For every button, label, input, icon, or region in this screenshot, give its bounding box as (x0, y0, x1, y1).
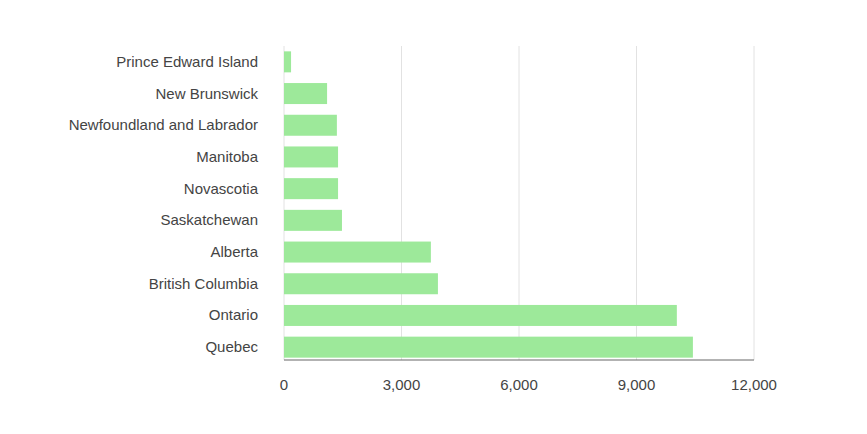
category-label: British Columbia (149, 275, 259, 292)
tick-label: 3,000 (383, 376, 421, 393)
bar (284, 115, 337, 136)
category-label: Quebec (205, 338, 258, 355)
bar (284, 51, 291, 72)
category-label: Alberta (210, 243, 258, 260)
bar (284, 146, 338, 167)
bars (284, 51, 693, 357)
grid-line (754, 46, 755, 360)
x-axis (284, 360, 754, 361)
chart: 0 3,000 6,000 9,000 12,000 Prince Edward Isla… (0, 0, 867, 434)
category-label: Newfoundland and Labrador (69, 116, 258, 133)
bar (284, 305, 677, 326)
bar (284, 210, 342, 231)
tick-label: 0 (280, 376, 288, 393)
category-label: Manitoba (196, 148, 258, 165)
bar (284, 83, 327, 104)
category-label: Novascotia (184, 180, 259, 197)
tick-label: 12,000 (731, 376, 777, 393)
category-label: New Brunswick (155, 85, 258, 102)
bar (284, 337, 693, 358)
category-label: Saskatchewan (160, 211, 258, 228)
bar (284, 242, 431, 263)
bar (284, 178, 338, 199)
category-label: Ontario (209, 306, 258, 323)
tick-label: 9,000 (618, 376, 656, 393)
bar (284, 273, 438, 294)
category-label: Prince Edward Island (116, 53, 258, 70)
tick-label: 6,000 (500, 376, 538, 393)
